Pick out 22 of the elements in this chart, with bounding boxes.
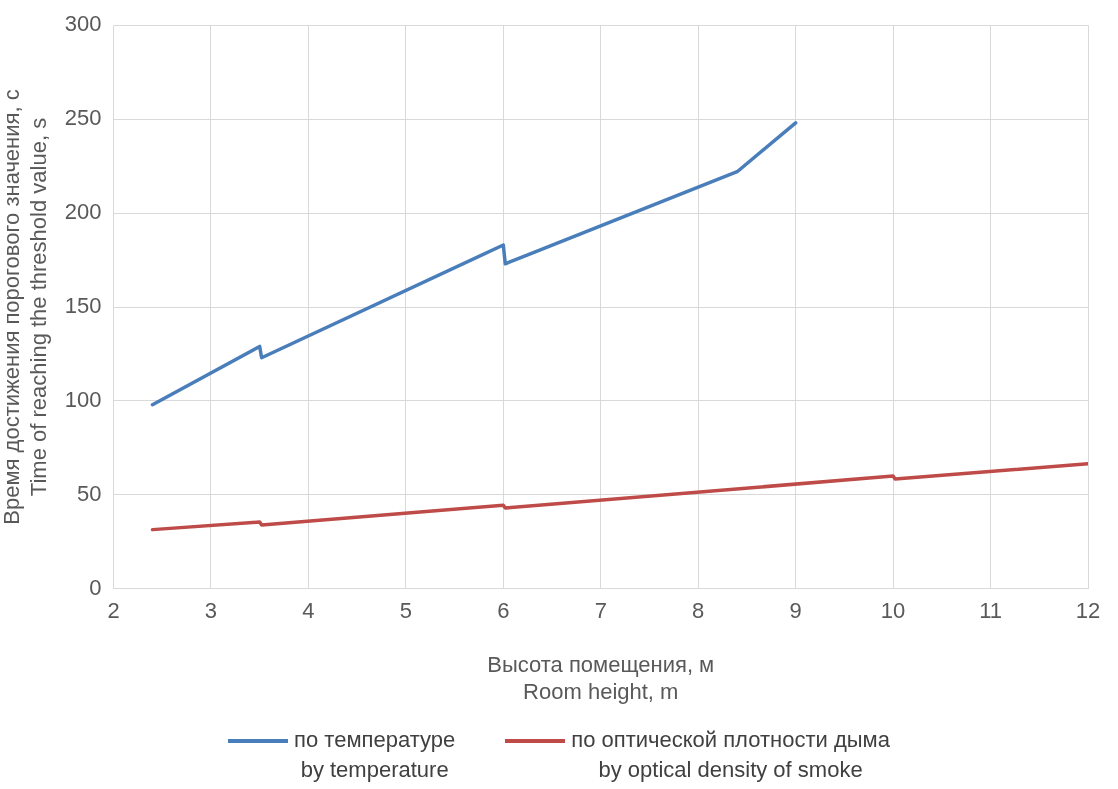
- x-axis-title: Высота помещения, м Room height, m: [487, 652, 715, 704]
- x-tick-label: 11: [979, 598, 1002, 624]
- y-tick-label: 0: [89, 574, 102, 600]
- legend-label: по температуре by temperature: [294, 726, 456, 784]
- x-tick-label: 4: [302, 598, 315, 624]
- x-tick-label: 12: [1075, 598, 1101, 624]
- y-tick-label: 200: [64, 199, 102, 225]
- x-tick-label: 10: [880, 598, 906, 624]
- x-tick-label: 5: [399, 598, 412, 624]
- legend-label: по оптической плотности дыма by optical density of smoke: [571, 726, 890, 784]
- x-tick-label: 8: [692, 598, 705, 624]
- y-tick-label: 300: [64, 11, 102, 37]
- x-tick-label: 2: [107, 598, 120, 624]
- y-tick-label: 100: [64, 387, 102, 412]
- x-tick-label: 3: [204, 598, 218, 624]
- x-tick-label: 9: [789, 598, 802, 624]
- x-tick-label: 7: [594, 598, 607, 624]
- y-tick-label: 150: [64, 293, 102, 319]
- x-tick-label: 6: [497, 598, 510, 624]
- y-tick-label: 250: [64, 105, 102, 131]
- y-axis-title: Время достижения порогового значения, с Time of reaching the threshold value, s: [0, 89, 51, 525]
- y-tick-label: 50: [77, 480, 102, 506]
